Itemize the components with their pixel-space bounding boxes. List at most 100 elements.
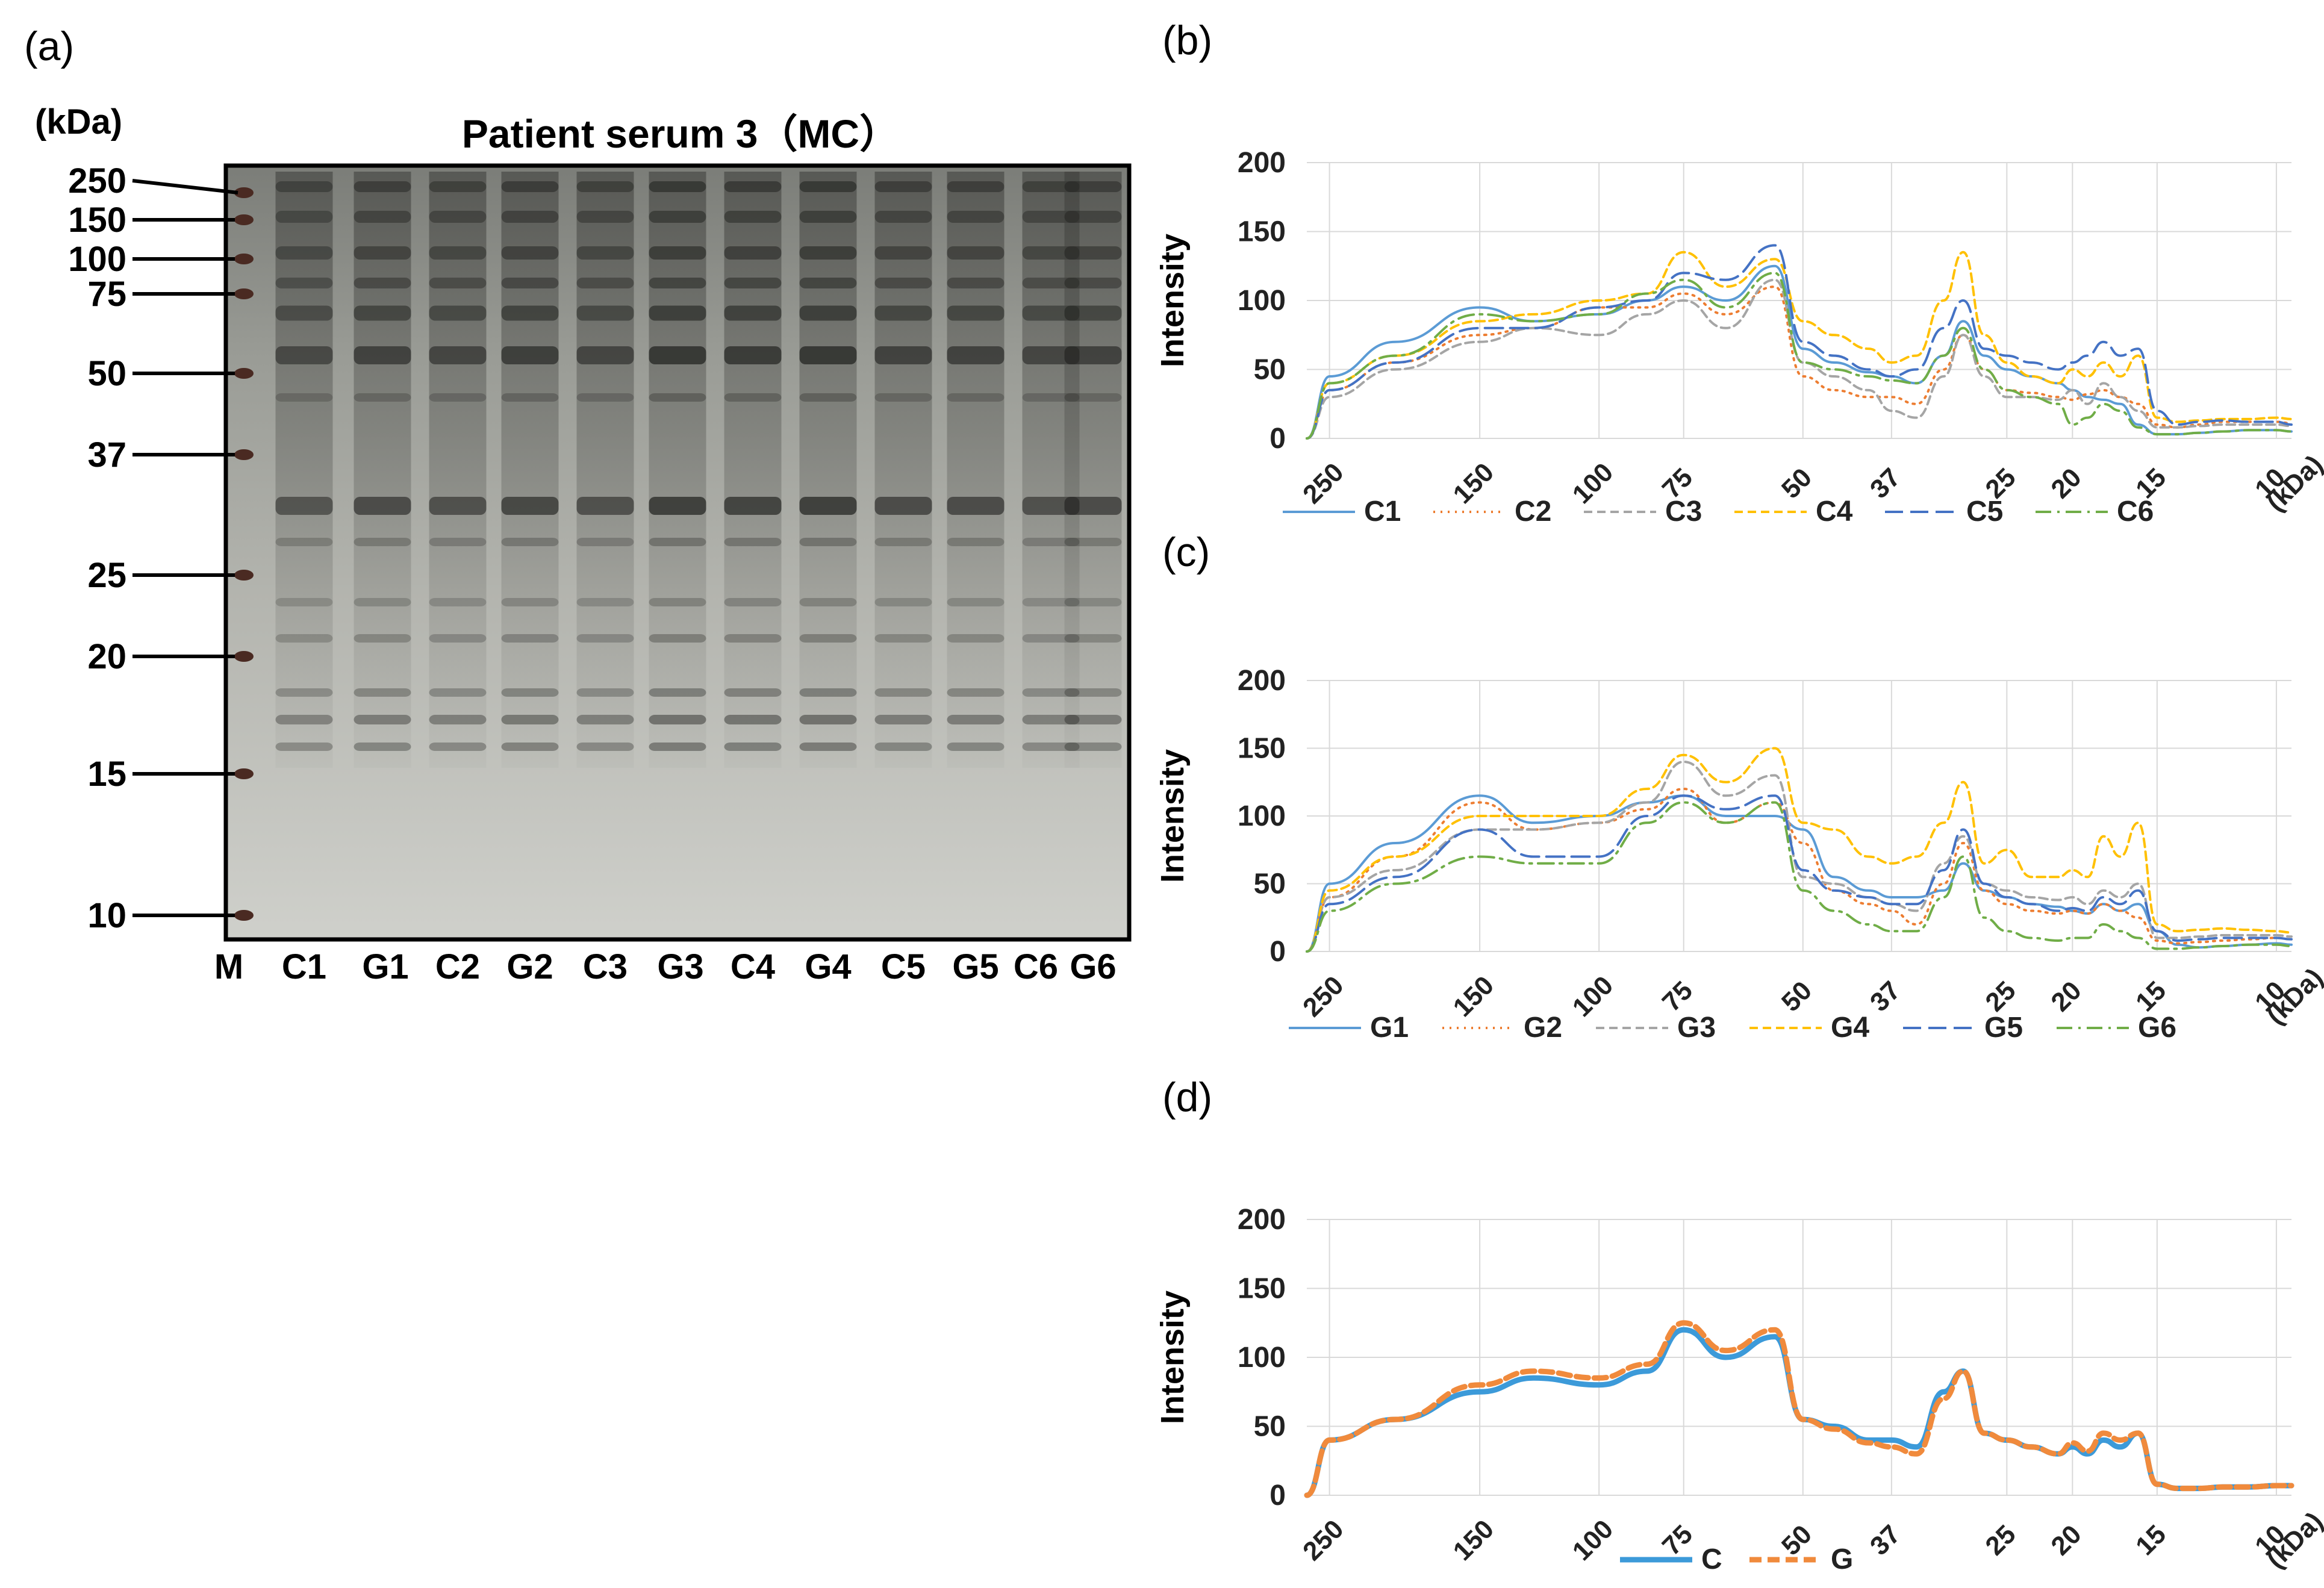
blot-band: [874, 278, 932, 288]
lane-label-C5: C5: [881, 947, 926, 986]
blot-band: [799, 305, 857, 321]
ladder-band: [234, 288, 254, 299]
lane-label-G3: G3: [657, 947, 703, 986]
lane-label-G6: G6: [1070, 947, 1116, 986]
panel-a-label: (a): [24, 23, 74, 69]
blot-band: [947, 497, 1005, 515]
blot-band: [724, 305, 782, 321]
legend-label-G4: G4: [1831, 1012, 1869, 1044]
blot-band: [501, 538, 559, 546]
blot-band: [354, 305, 411, 321]
x-tick-label: 150: [1448, 1514, 1500, 1566]
y-tick-label: 50: [1254, 354, 1286, 386]
blot-band: [947, 743, 1005, 751]
legend-label-C1: C1: [1364, 496, 1401, 528]
lane-label-G4: G4: [805, 947, 851, 986]
blot-band: [724, 181, 782, 192]
x-tick-label: 20: [2045, 1519, 2087, 1561]
series-line-G2: [1306, 787, 2293, 953]
blot-band: [501, 634, 559, 643]
ladder-band: [234, 449, 254, 460]
y-tick-label: 200: [1238, 147, 1286, 179]
legend-label-C5: C5: [1966, 496, 2003, 528]
blot-band: [275, 538, 333, 546]
blot-band: [1064, 743, 1122, 751]
lane-label-C3: C3: [583, 947, 628, 986]
y-axis-label: Intensity: [1154, 234, 1191, 367]
blot-band: [275, 688, 333, 697]
blot-band: [576, 211, 634, 223]
y-tick-label: 100: [1238, 800, 1286, 832]
y-axis-label: Intensity: [1154, 749, 1191, 883]
blot-band: [799, 538, 857, 546]
blot-band: [874, 181, 932, 192]
series-line-G5: [1306, 794, 2293, 953]
x-tick-label: 100: [1567, 457, 1619, 509]
blot-band: [1064, 634, 1122, 643]
blot-band: [724, 715, 782, 724]
blot-band: [576, 278, 634, 288]
blot-band: [354, 688, 411, 697]
blot-band: [354, 393, 411, 402]
y-axis-label: Intensity: [1154, 1291, 1191, 1424]
legend-label-C4: C4: [1816, 496, 1853, 528]
blot-band: [576, 634, 634, 643]
blot-band: [501, 393, 559, 402]
blot-band: [354, 497, 411, 515]
blot-band: [275, 346, 333, 364]
blot-band: [649, 688, 706, 697]
lane-label-C6: C6: [1014, 947, 1058, 986]
blot-lane: [724, 172, 782, 768]
x-tick-label: 75: [1657, 976, 1698, 1017]
blot-band: [429, 278, 487, 288]
blot-band: [1064, 393, 1122, 402]
blot-band: [724, 246, 782, 260]
blot-band: [947, 538, 1005, 546]
blot-band: [501, 246, 559, 260]
x-tick-label: 37: [1864, 976, 1906, 1017]
blot-band: [275, 497, 333, 515]
blot-band: [275, 715, 333, 724]
y-tick-label: 100: [1238, 1342, 1286, 1374]
x-tick-label: 100: [1567, 1514, 1619, 1566]
ladder-band: [234, 187, 254, 198]
blot-band: [649, 346, 706, 364]
ladder-band: [234, 214, 254, 225]
blot-band: [275, 305, 333, 321]
blot-band: [947, 634, 1005, 643]
blot-band: [724, 346, 782, 364]
blot-band: [501, 743, 559, 751]
blot-band: [874, 634, 932, 643]
blot-band: [874, 346, 932, 364]
blot-band: [874, 743, 932, 751]
blot-band: [724, 538, 782, 546]
blot-lane: [354, 172, 411, 768]
blot-band: [576, 743, 634, 751]
blot-band: [576, 246, 634, 260]
blot-lane: [1064, 172, 1122, 768]
x-tick-label: 37: [1864, 462, 1906, 504]
panel-b-label: (b): [1162, 17, 1212, 63]
legend-label-G2: G2: [1524, 1012, 1562, 1044]
blot-band: [354, 278, 411, 288]
blot-lane: [501, 172, 559, 768]
lane-label-C4: C4: [731, 947, 775, 986]
blot-band: [275, 181, 333, 192]
blot-band: [649, 393, 706, 402]
blot-band: [1064, 305, 1122, 321]
blot-band: [576, 688, 634, 697]
blot-band: [576, 598, 634, 606]
series-line-C6: [1306, 272, 2293, 440]
blot-band: [947, 715, 1005, 724]
blot-band: [1064, 278, 1122, 288]
x-tick-label: 100: [1567, 970, 1619, 1023]
blot-band: [947, 598, 1005, 606]
blot-band: [649, 278, 706, 288]
blot-band: [649, 634, 706, 643]
blot-band: [799, 743, 857, 751]
legend-label-C: C: [1701, 1543, 1722, 1575]
blot-lane: [874, 172, 932, 768]
blot-band: [799, 634, 857, 643]
y-tick-label: 150: [1238, 733, 1286, 765]
